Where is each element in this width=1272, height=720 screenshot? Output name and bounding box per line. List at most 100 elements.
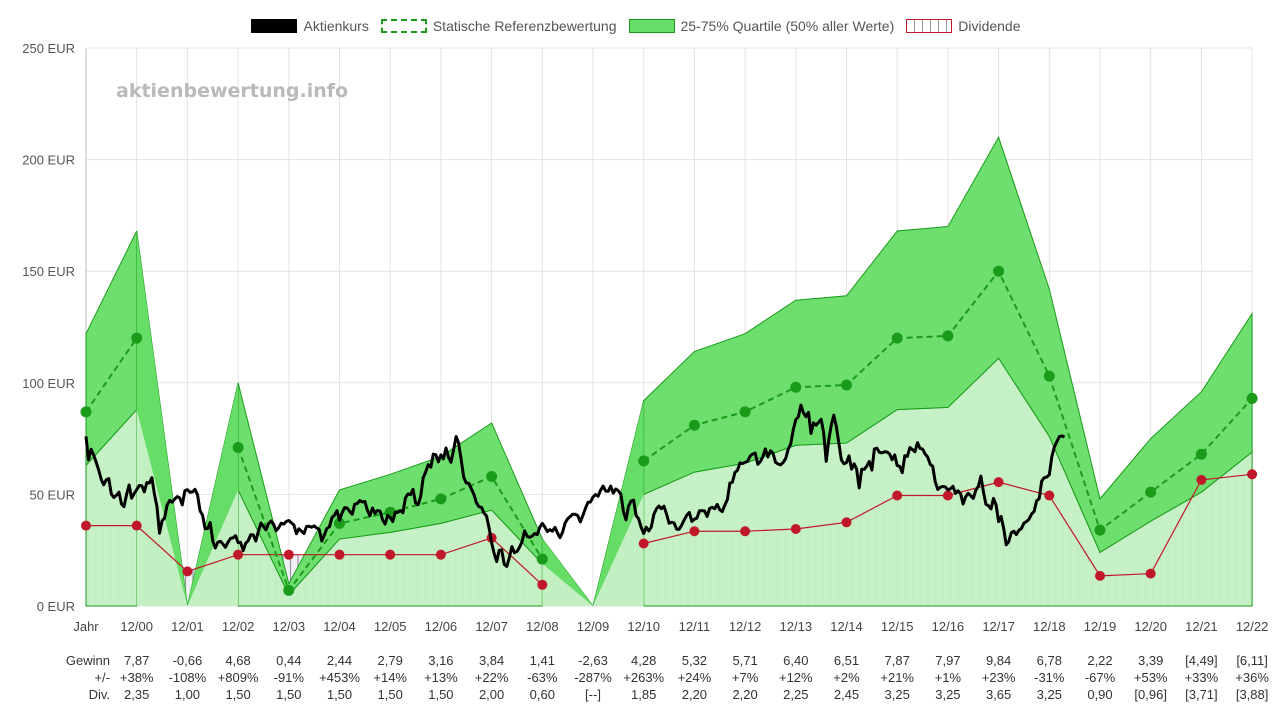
quartile-band-area	[643, 136, 1253, 554]
watermark: aktienbewertung.info	[116, 80, 349, 102]
dividend-point	[1044, 490, 1055, 501]
y-tick-label: 200 EUR	[22, 153, 75, 168]
stats-cell: 0,44	[276, 653, 302, 668]
stats-cell: 2,00	[478, 687, 505, 702]
stats-cell: -2,63	[578, 653, 608, 668]
legend-label-reference: Statische Referenzbewertung	[432, 18, 617, 34]
reference-point	[993, 265, 1005, 277]
y-tick-label: 0 EUR	[37, 599, 75, 614]
stats-cell: 6,78	[1036, 653, 1062, 668]
dividend-point	[993, 477, 1004, 488]
reference-point	[739, 406, 751, 418]
stats-cell: +53%	[1133, 670, 1168, 685]
x-tick-label: 12/11	[679, 619, 711, 634]
x-tick-label: 12/18	[1033, 619, 1066, 634]
stats-row-label: +/-	[94, 670, 110, 685]
x-tick-label: 12/02	[222, 619, 255, 634]
y-tick-label: 50 EUR	[29, 487, 75, 502]
stats-cell: +23%	[981, 670, 1016, 685]
legend-item-reference[interactable]: Statische Referenzbewertung	[380, 18, 617, 34]
y-tick-label: 250 EUR	[22, 41, 75, 56]
dividend-point	[892, 490, 903, 501]
dividend-point	[182, 566, 193, 577]
stats-cell: 3,39	[1138, 653, 1164, 668]
dividend-point	[283, 549, 294, 560]
reference-point	[1043, 370, 1055, 382]
dividend-point	[334, 549, 345, 560]
stats-cell: -63%	[527, 670, 558, 685]
stats-cell: -31%	[1034, 670, 1065, 685]
reference-point	[638, 455, 650, 467]
legend-label-quartile: 25-75% Quartile (50% aller Werte)	[680, 18, 895, 34]
stats-cell: [--]	[585, 687, 601, 702]
stats-cell: +24%	[677, 670, 712, 685]
stats-cell: +2%	[833, 670, 860, 685]
band-edge-fill	[542, 563, 593, 606]
x-tick-label: Jahr	[73, 619, 99, 634]
y-tick-label: 100 EUR	[22, 376, 75, 391]
stats-cell: 3,25	[1036, 687, 1062, 702]
x-tick-label: 12/22	[1236, 619, 1269, 634]
stats-cell: +22%	[474, 670, 509, 685]
dividend-point	[1247, 469, 1258, 480]
dividend-point	[740, 526, 751, 537]
legend-item-dividend[interactable]: Dividende	[906, 18, 1021, 34]
band-edge-fill	[136, 409, 188, 606]
reference-point	[891, 332, 903, 344]
stats-cell: 7,87	[884, 653, 910, 668]
reference-point	[232, 442, 244, 454]
stats-cell: +809%	[217, 670, 259, 685]
reference-point	[486, 471, 498, 483]
stats-cell: [6,11]	[1236, 653, 1268, 668]
dividend-point	[1196, 474, 1207, 485]
x-tick-label: 12/16	[932, 619, 965, 634]
stats-cell: -0,66	[172, 653, 203, 668]
dividend-point	[385, 549, 396, 560]
dividend-point	[942, 490, 953, 501]
x-tick-label: 12/19	[1084, 619, 1117, 634]
price-series	[84, 403, 1066, 568]
x-tick-label: 12/01	[171, 619, 204, 634]
stats-cell: 3,16	[428, 653, 454, 668]
x-tick-label: 12/04	[323, 619, 356, 634]
chart-legend: Aktienkurs Statische Referenzbewertung 2…	[0, 18, 1272, 34]
stats-cell: 5,32	[681, 653, 708, 668]
stats-cell: +13%	[424, 670, 458, 685]
stats-cell: 3,25	[935, 687, 961, 702]
legend-label-dividend: Dividende	[958, 18, 1021, 34]
x-tick-label: 12/05	[374, 619, 407, 634]
reference-point	[841, 379, 852, 391]
reference-point	[1094, 524, 1106, 536]
dividend-point	[638, 538, 649, 549]
stats-cell: 2,79	[377, 653, 403, 668]
stats-cell: 9,84	[985, 653, 1012, 668]
legend-swatch-dividend	[906, 19, 953, 33]
stats-cell: +7%	[731, 670, 759, 685]
x-tick-label: 12/14	[830, 619, 863, 634]
dividend-point	[435, 549, 446, 560]
stats-cell: +12%	[778, 670, 813, 685]
dividend-point	[131, 520, 142, 531]
x-tick-label: 12/10	[627, 619, 660, 634]
stats-cell: 2,25	[783, 687, 809, 702]
stats-cell: -287%	[574, 670, 612, 685]
stats-cell: 1,50	[326, 687, 353, 702]
dividend-point	[689, 526, 700, 537]
reference-point	[334, 517, 345, 529]
stats-cell: +38%	[119, 670, 154, 685]
stats-cell: +14%	[373, 670, 407, 685]
axis-labels: 0 EUR 50 EUR 100 EUR 150 EUR 200 EUR 250 EUR J…	[22, 41, 1268, 634]
stats-cell: +1%	[934, 670, 962, 685]
stats-cell: 2,22	[1087, 653, 1113, 668]
reference-point	[1145, 486, 1157, 498]
stats-cell: 3,65	[985, 687, 1012, 702]
legend-label-price: Aktienkurs	[303, 18, 369, 34]
legend-item-quartile[interactable]: 25-75% Quartile (50% aller Werte)	[628, 18, 895, 34]
stats-cell: 7,97	[935, 653, 961, 668]
stats-cell: 2,44	[326, 653, 353, 668]
stats-cell: 1,50	[276, 687, 302, 702]
reference-point	[131, 332, 143, 344]
legend-swatch-quartile	[628, 19, 675, 33]
legend-item-price[interactable]: Aktienkurs	[251, 18, 369, 34]
